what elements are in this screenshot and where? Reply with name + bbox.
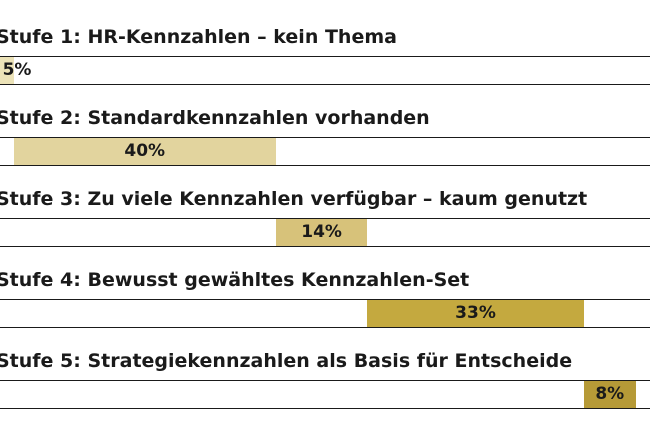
stage-label-3: Stufe 3: Zu viele Kennzahlen verfügbar –… bbox=[0, 188, 588, 210]
stage-bar-1 bbox=[0, 57, 14, 84]
stage-value-label-2: 40% bbox=[124, 141, 166, 161]
stage-value-label-5: 8% bbox=[595, 384, 625, 404]
stage-value-label-1: 5% bbox=[2, 60, 32, 80]
stage-value-label-3: 14% bbox=[301, 222, 342, 242]
stage-bar-3 bbox=[275, 219, 368, 246]
stage-label-1: Stufe 1: HR-Kennzahlen – kein Thema bbox=[0, 26, 397, 48]
stage-track-5 bbox=[0, 380, 650, 409]
stage-label-2: Stufe 2: Standardkennzahlen vorhanden bbox=[0, 107, 430, 129]
stage-value-label-4: 33% bbox=[455, 303, 496, 323]
stage-track-1 bbox=[0, 56, 650, 85]
stage-bar-4 bbox=[367, 300, 584, 327]
stage-bar-5 bbox=[583, 381, 636, 408]
stage-label-4: Stufe 4: Bewusst gewähltes Kennzahlen-Se… bbox=[0, 269, 470, 291]
stage-label-5: Stufe 5: Strategiekennzahlen als Basis f… bbox=[0, 350, 573, 372]
stage-bar-2 bbox=[13, 138, 276, 165]
